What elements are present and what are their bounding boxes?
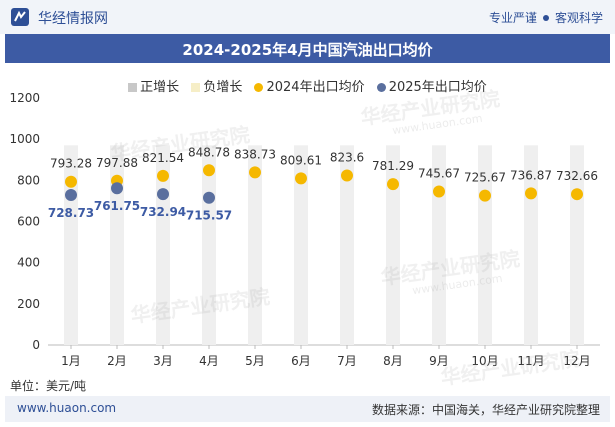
x-tick-label: 4月 [199,354,219,368]
point-2024 [295,172,307,185]
point-2025 [157,188,169,201]
point-2024 [387,178,399,191]
x-tick-label: 10月 [471,354,498,368]
legend-negative: 负增长 [191,76,242,95]
unit-label: 单位：美元/吨 [10,379,87,393]
y-tick-label: 600 [17,215,40,229]
x-tick-label: 8月 [383,354,403,368]
legend-label-2024: 2024年出口均价 [266,80,365,95]
legend-swatch-2024 [254,83,264,92]
background-bar [340,145,354,345]
legend-label-positive: 正增长 [140,80,180,95]
x-tick-label: 3月 [153,354,173,368]
background-bar [110,145,124,345]
x-tick-label: 7月 [337,354,357,368]
x-tick-label: 12月 [563,354,590,368]
data-label-2024: 797.88 [96,156,138,170]
background-bar [248,145,262,345]
point-2024 [525,187,537,200]
x-tick-label: 11月 [517,354,544,368]
data-label-2025: 761.75 [94,199,140,213]
data-label-2024: 745.67 [418,167,460,181]
y-tick-label: 400 [17,256,40,270]
header-tags: 专业严谨 客观科学 [489,9,603,26]
data-label-2024: 821.54 [142,151,184,165]
data-label-2024: 781.29 [372,159,414,173]
data-source: 数据来源：中国海关，华经产业研究院整理 [371,403,600,417]
site-link[interactable]: www.huaon.com [17,401,117,415]
point-2025 [65,189,77,202]
x-tick-label: 6月 [291,354,311,368]
brand-name: 华经情报网 [38,11,108,27]
x-tick-label: 5月 [245,354,265,368]
data-label-2024: 838.73 [234,147,276,161]
y-tick-label: 1200 [9,91,40,105]
y-tick-label: 1000 [9,132,40,146]
background-bar [294,145,308,345]
x-tick-label: 9月 [429,354,449,368]
point-2024 [341,169,353,182]
point-2024 [433,185,445,198]
point-2024 [571,188,583,201]
background-bar [386,145,400,345]
legend-label-2025: 2025年出口均价 [388,80,487,95]
data-label-2024: 848.78 [188,145,230,159]
point-2025 [111,182,123,195]
header-bar: 华经情报网 专业严谨 客观科学 [0,0,615,34]
chart-title: 2024-2025年4月中国汽油出口均价 [182,41,433,59]
data-label-2025: 715.57 [186,209,232,223]
data-label-2025: 728.73 [48,206,94,220]
legend-swatch-positive [128,83,138,92]
point-2025 [203,191,215,204]
legend-2025: 2025年出口均价 [376,76,487,95]
data-label-2024: 732.66 [556,169,598,183]
y-tick-label: 0 [32,338,40,352]
legend-2024: 2024年出口均价 [254,76,365,95]
footer-bar: www.huaon.com 数据来源：中国海关，华经产业研究院整理 [5,396,610,422]
data-label-2024: 736.87 [510,168,552,182]
point-2024 [157,169,169,182]
data-label-2025: 732.94 [140,205,186,219]
data-label-2024: 823.6 [330,150,364,164]
tag-objective: 客观科学 [554,11,603,25]
data-label-2024: 725.67 [464,171,506,185]
y-tick-label: 800 [17,173,40,187]
point-2024 [479,189,491,202]
x-tick-label: 2月 [107,354,127,368]
separator-dot [542,14,549,21]
tag-professional: 专业严谨 [488,11,537,25]
chart-legend: 正增长 负增长 2024年出口均价 2025年出口均价 [0,76,615,95]
huajing-logo-icon [11,8,29,26]
point-2024 [249,166,261,179]
x-tick-label: 1月 [61,354,81,368]
title-bar: 2024-2025年4月中国汽油出口均价 [5,34,610,63]
data-label-2024: 809.61 [280,153,322,167]
legend-swatch-negative [191,83,201,92]
background-bar [64,145,78,345]
y-tick-label: 200 [17,297,40,311]
legend-positive: 正增长 [128,76,179,95]
legend-swatch-2025 [376,83,386,92]
data-label-2024: 793.28 [50,157,92,171]
point-2024 [203,164,215,177]
legend-label-negative: 负增长 [203,80,243,95]
point-2024 [65,175,77,188]
